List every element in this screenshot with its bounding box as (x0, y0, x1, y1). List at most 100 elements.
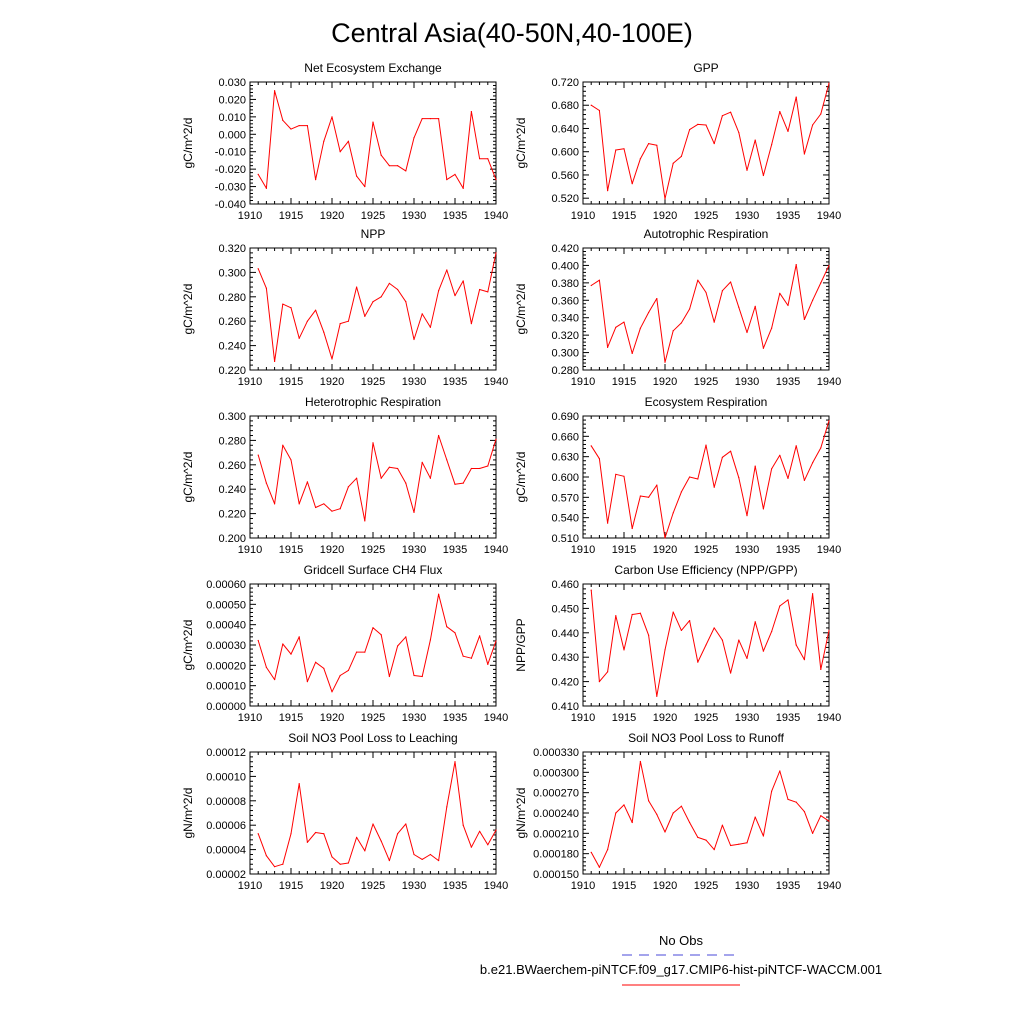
data-point (470, 111, 472, 113)
data-point (429, 326, 431, 328)
data-point (323, 667, 325, 669)
data-point (454, 294, 456, 297)
data-point (730, 844, 732, 847)
data-point (672, 162, 674, 164)
x-tick-label: 1910 (571, 376, 595, 388)
y-tick-label: 0.510 (551, 533, 579, 545)
y-axis-label: gC/m^2/d (514, 452, 528, 503)
data-point (738, 306, 740, 308)
data-point (487, 465, 489, 467)
data-point (762, 835, 765, 837)
data-point (290, 833, 292, 835)
data-point (438, 434, 440, 437)
y-tick-label: 0.00060 (206, 579, 246, 591)
data-point (672, 812, 674, 814)
data-point (721, 456, 724, 458)
y-tick-label: 0.000330 (533, 747, 579, 759)
data-point (372, 442, 374, 444)
data-point (438, 593, 440, 595)
data-point (705, 444, 707, 446)
data-point (405, 823, 407, 825)
plot-frame (249, 751, 497, 875)
x-tick-label: 1915 (279, 880, 303, 892)
data-point (664, 537, 666, 539)
data-point (364, 520, 366, 522)
data-point (274, 503, 276, 505)
data-point (689, 308, 691, 310)
y-tick-label: 0.00030 (206, 640, 246, 652)
x-tick-label: 1920 (320, 880, 344, 892)
data-point (274, 360, 276, 363)
data-point (257, 639, 259, 642)
x-tick-label: 1920 (320, 544, 344, 556)
data-point (495, 829, 497, 831)
y-tick-label: 0.00000 (206, 701, 246, 713)
data-point (771, 790, 773, 792)
data-point (306, 841, 308, 843)
data-point (257, 454, 259, 456)
data-point (282, 643, 284, 645)
data-point (648, 800, 650, 802)
data-point (623, 649, 625, 651)
data-point (680, 322, 683, 324)
x-tick-label: 1910 (238, 376, 262, 388)
x-tick-label: 1930 (402, 544, 426, 556)
x-tick-label: 1940 (484, 544, 508, 556)
data-point (495, 179, 497, 181)
panel-title: Autotrophic Respiration (644, 227, 769, 241)
x-tick-label: 1925 (361, 712, 385, 724)
data-point (672, 330, 674, 332)
series-line (257, 435, 497, 522)
data-point (598, 458, 601, 460)
data-point (282, 303, 284, 305)
y-tick-label: 0.300 (551, 348, 579, 360)
x-tick-label: 1935 (776, 376, 800, 388)
y-tick-label: 0.420 (551, 243, 579, 255)
data-point (479, 288, 481, 291)
plot-frame (582, 81, 830, 205)
panel-title: GPP (693, 61, 718, 75)
x-tick-label: 1920 (653, 376, 677, 388)
data-point (438, 118, 440, 120)
x-tick-label: 1930 (735, 544, 759, 556)
data-point (339, 151, 341, 153)
data-point (323, 140, 325, 142)
data-point (779, 292, 781, 294)
data-point (421, 461, 423, 463)
data-point (730, 281, 732, 283)
data-point (738, 477, 740, 479)
panel-title: Gridcell Surface CH4 Flux (304, 563, 443, 577)
data-point (413, 137, 415, 139)
y-tick-label: 0.220 (218, 365, 246, 377)
data-point (672, 611, 674, 613)
y-tick-label: 0.340 (551, 313, 579, 325)
data-point (405, 636, 407, 638)
y-tick-label: 0.360 (551, 295, 579, 307)
x-tick-label: 1940 (817, 712, 841, 724)
data-point (771, 468, 773, 470)
y-tick-label: 0.320 (218, 243, 246, 255)
y-tick-label: 0.300 (218, 267, 246, 279)
data-point (479, 635, 481, 637)
data-point (495, 640, 497, 642)
data-point (754, 621, 756, 623)
data-point (487, 291, 489, 293)
data-point (388, 282, 390, 284)
y-axis-label: gC/m^2/d (181, 118, 195, 169)
x-tick-label: 1935 (776, 712, 800, 724)
data-point (298, 503, 300, 505)
y-tick-label: 0.240 (218, 484, 246, 496)
data-point (372, 823, 374, 825)
data-point (762, 347, 765, 349)
series-line (590, 264, 830, 363)
data-point (487, 663, 489, 665)
y-tick-label: 0.00006 (206, 820, 246, 832)
y-tick-label: 0.030 (218, 77, 246, 89)
y-tick-label: 0.000210 (533, 828, 579, 840)
data-point (820, 668, 822, 671)
data-point (323, 833, 325, 835)
x-tick-label: 1930 (735, 880, 759, 892)
y-tick-label: 0.020 (218, 94, 246, 106)
y-tick-label: 0.00020 (206, 660, 246, 672)
data-point (306, 320, 308, 322)
